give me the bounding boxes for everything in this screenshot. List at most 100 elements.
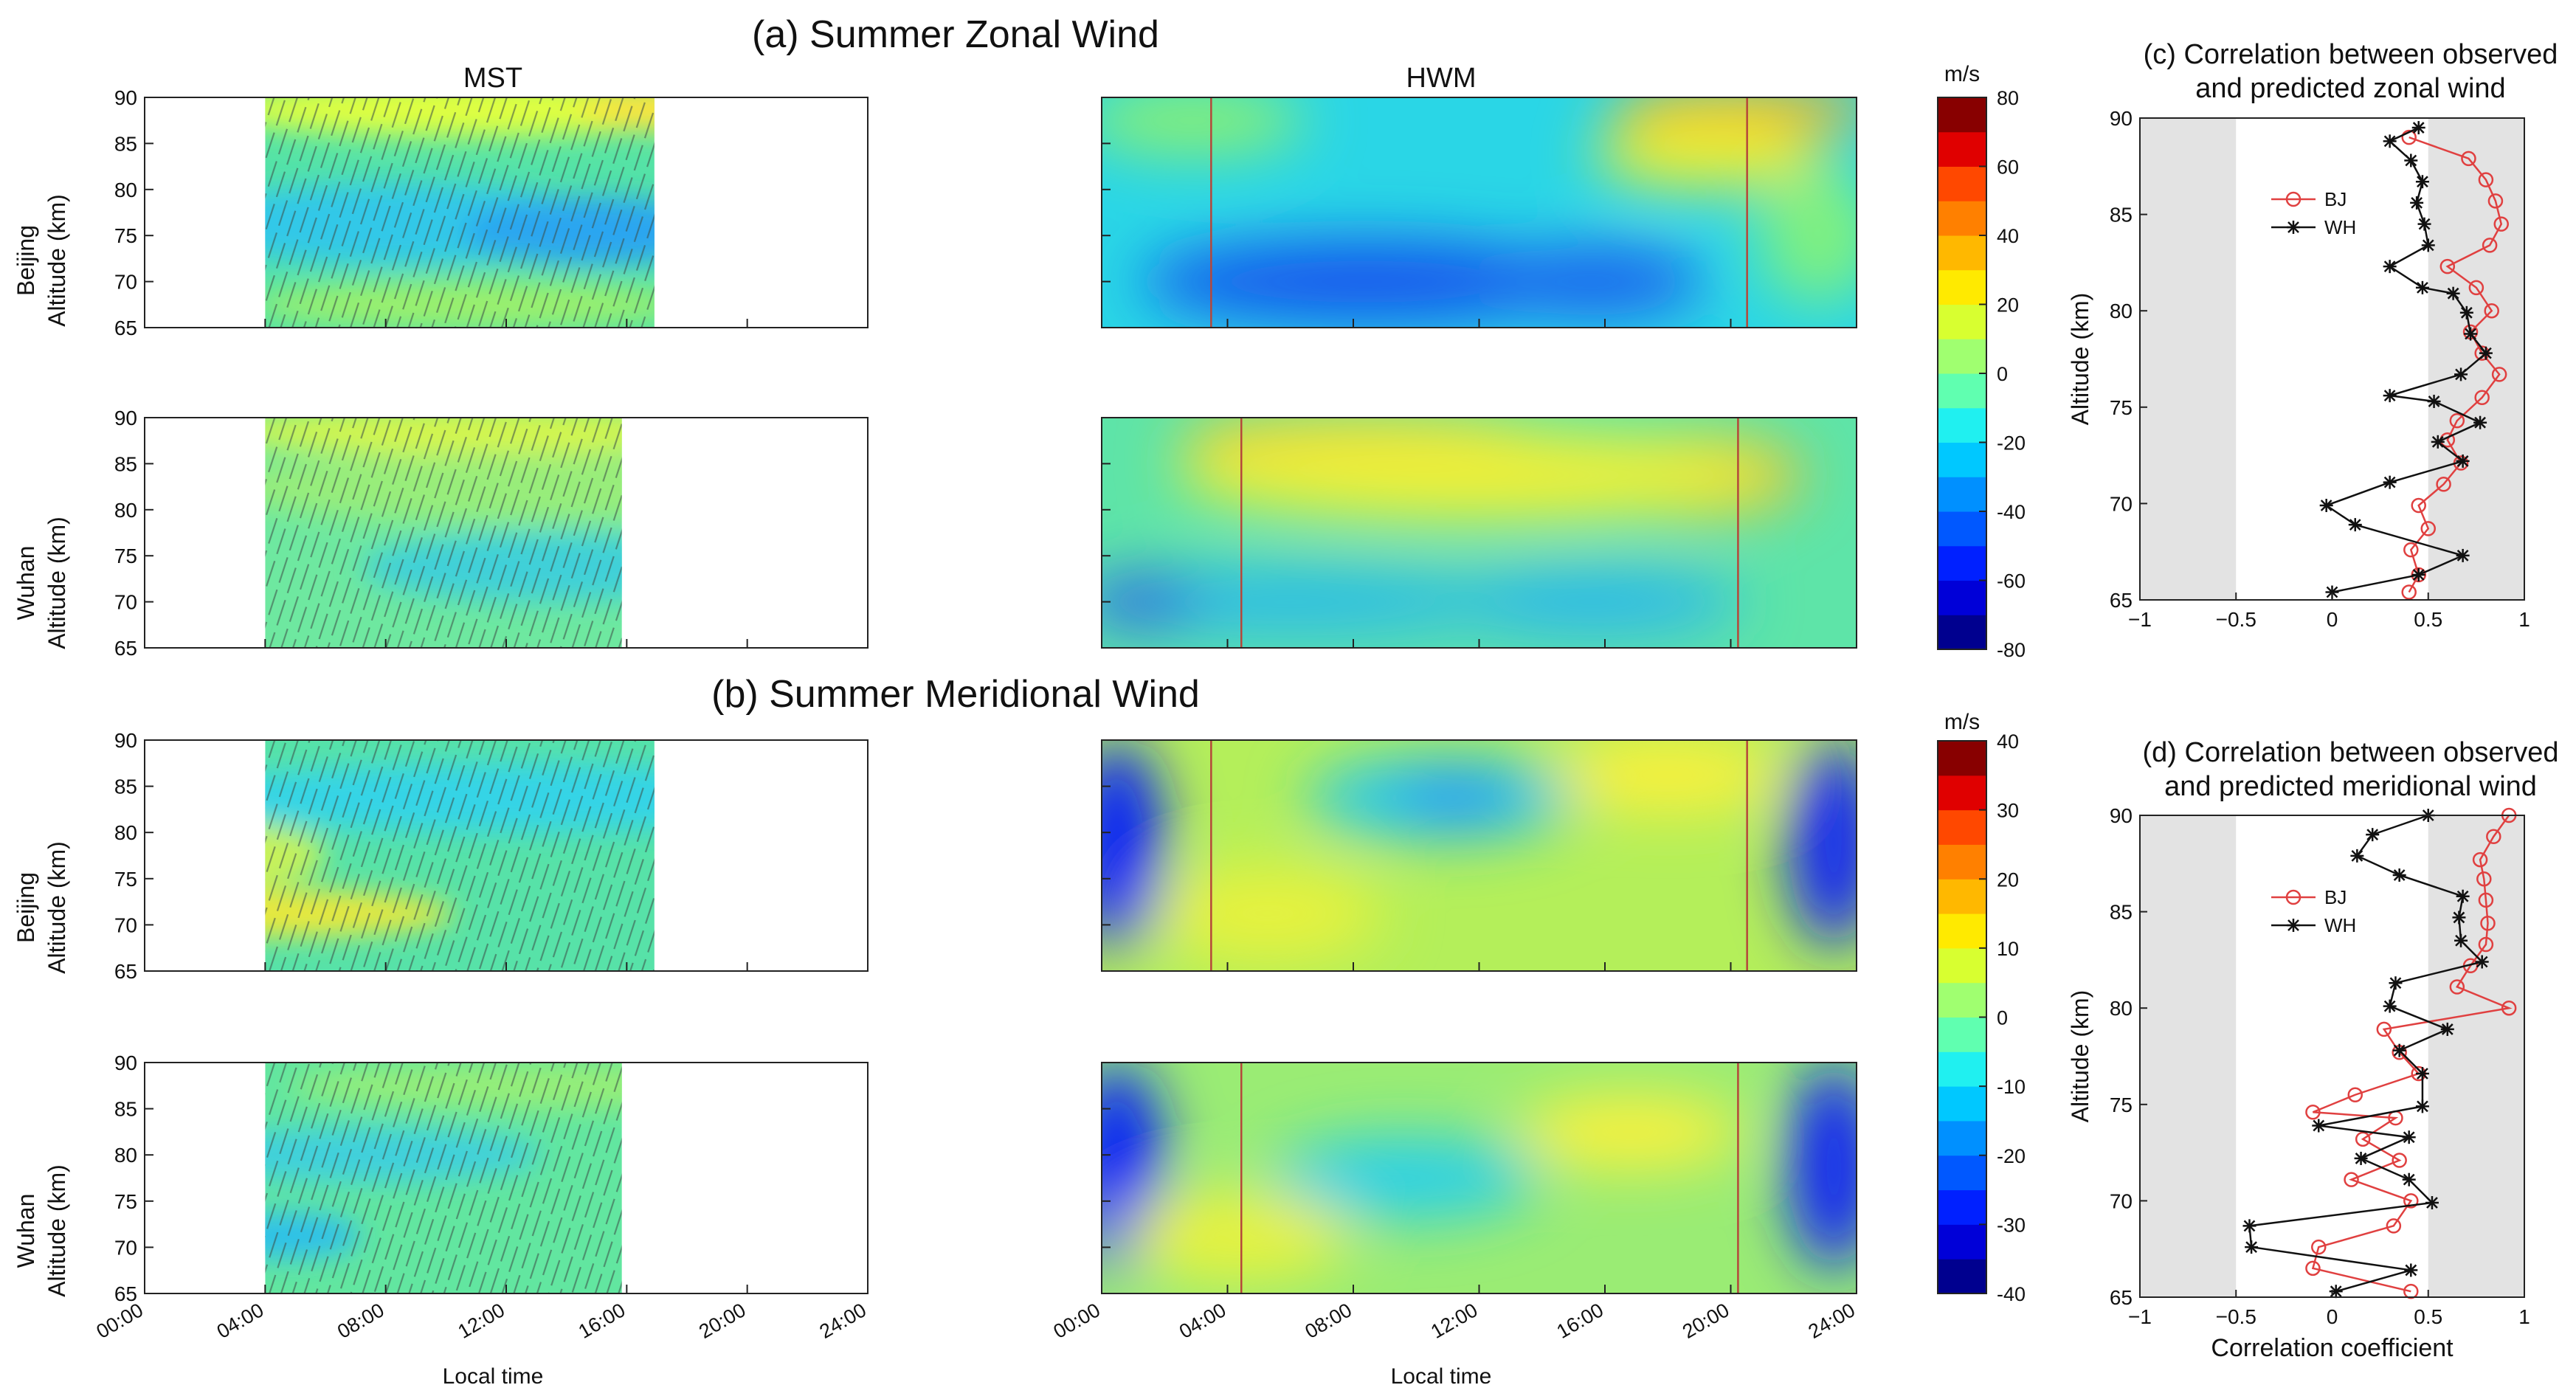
field-blob [145, 1240, 217, 1263]
data-point-wh [2417, 217, 2431, 231]
field [152, 418, 622, 648]
data-point-bj [2305, 1260, 2321, 1277]
data-point-bj [2487, 193, 2504, 209]
row-label-b-wuhan: Wuhan Altitude (km) [13, 1164, 70, 1297]
y-tick-label: 70 [2110, 1189, 2133, 1212]
x-tick-label: 0 [2327, 1305, 2338, 1328]
data-point-bj [2392, 1153, 2407, 1168]
field [265, 740, 655, 971]
colorbar-band [1938, 304, 1986, 339]
y-tick-label: 75 [2110, 396, 2133, 419]
star-stroke [2383, 476, 2396, 488]
x-tick-label: 0.5 [2414, 608, 2442, 631]
y-tick-label: 65 [2110, 589, 2133, 612]
field-blob [1124, 1189, 1351, 1282]
data-point-wh [2402, 1130, 2416, 1144]
y-tick-label: 70 [114, 913, 137, 936]
significance-hatching [265, 740, 655, 971]
legend-label: BJ [2324, 886, 2347, 908]
data-point-bj [2401, 584, 2417, 600]
colorbar-tick-label: 10 [1997, 938, 2019, 960]
x-tick-label: 1 [2518, 1305, 2530, 1328]
y-axis-label: Altitude (km) [2067, 293, 2093, 426]
data-point-wh [2479, 346, 2493, 360]
colorbar-tick-label: -40 [1997, 1283, 2026, 1305]
data-point-wh [2383, 389, 2397, 403]
data-point-wh [2454, 933, 2468, 947]
field-blob [1102, 567, 1517, 637]
data-point-wh [2415, 280, 2429, 294]
panel-a-title: (a) Summer Zonal Wind [752, 13, 1159, 56]
colorbar-band [1938, 809, 1986, 845]
x-tick-label: −0.5 [2216, 608, 2256, 631]
mst-column-title: MST [463, 63, 522, 94]
colorbar-band [1938, 339, 1986, 374]
data-point-wh [2452, 911, 2466, 925]
data-point-bj [2478, 172, 2494, 187]
data-point-wh [2446, 286, 2460, 300]
data-point-bj [2461, 151, 2476, 167]
x-tick-label: 24:00 [815, 1299, 870, 1343]
y-tick-label: 65 [114, 1282, 137, 1305]
row-label-a-wuhan: Wuhan Altitude (km) [13, 517, 70, 649]
y-tick-label: 75 [114, 868, 137, 891]
field-blob [1516, 1096, 1744, 1167]
y-tick-label: 85 [114, 1098, 137, 1121]
data-point-wh [2456, 889, 2470, 903]
y-axis-label: Altitude (km) [44, 194, 70, 327]
significance-shade [2428, 118, 2524, 600]
y-tick-label: 80 [2110, 300, 2133, 322]
colorbar-band [1938, 407, 1986, 443]
x-tick-label: −0.5 [2216, 1305, 2256, 1328]
data-point-bj [2344, 1172, 2359, 1187]
colorbar-band [1938, 1051, 1986, 1087]
data-point-wh [2456, 548, 2470, 562]
data-point-wh [2415, 175, 2429, 189]
x-tick-label: 0.5 [2414, 1305, 2442, 1328]
colorbar-band [1938, 982, 1986, 1018]
colorbar-tick-label: -40 [1997, 501, 2026, 523]
star-stroke [2453, 911, 2465, 924]
data-point-wh [2473, 415, 2487, 429]
panel-b-title: (b) Summer Meridional Wind [711, 673, 1200, 716]
data-point-wh [2242, 1219, 2256, 1233]
x-tick-label: 08:00 [334, 1299, 388, 1343]
data-point-bj [2411, 497, 2426, 514]
y-tick-label: 90 [114, 729, 137, 752]
meridional-mst-wuhan-panel: 00:00 04:00 08:00 12:00 16:00 20:00 24:00 65 70 7… [92, 1051, 870, 1343]
x-tick-label: 20:00 [1679, 1299, 1733, 1343]
data-point-wh [2410, 196, 2424, 210]
field-blob [152, 618, 210, 640]
star-stroke [2383, 390, 2396, 402]
y-tick-label: 70 [114, 591, 137, 614]
data-point-bj [2355, 1131, 2371, 1147]
field-blob [1177, 429, 1781, 522]
field [1102, 740, 1857, 971]
row-label-wuhan: Wuhan [13, 546, 39, 621]
data-point-bj [2376, 1021, 2392, 1037]
star-stroke [2287, 919, 2299, 931]
y-axis-label: Altitude (km) [2067, 990, 2093, 1123]
data-point-wh [2404, 153, 2418, 167]
field-blob [1102, 97, 1306, 155]
data-point-wh [2350, 849, 2364, 863]
star-stroke [2393, 1044, 2406, 1057]
colorbar-band [1938, 166, 1986, 201]
field [1102, 97, 1857, 328]
star-stroke [2355, 1153, 2367, 1164]
star-stroke [2441, 1023, 2454, 1035]
star-stroke [2447, 287, 2459, 300]
colorbar-band [1938, 1120, 1986, 1156]
y-tick-label: 80 [114, 821, 137, 844]
legend-marker [2287, 919, 2300, 932]
star-stroke [2393, 869, 2406, 881]
y-tick-label: 90 [114, 86, 137, 109]
row-label-beijing: Beijing [13, 872, 39, 943]
x-tick-label: 0 [2327, 608, 2338, 631]
star-stroke [2313, 1119, 2325, 1132]
y-tick-label: 75 [2110, 1094, 2133, 1116]
data-point-bj [2501, 1000, 2517, 1016]
colorbar-tick-label: 20 [1997, 868, 2019, 891]
field-blob [1758, 166, 1857, 305]
